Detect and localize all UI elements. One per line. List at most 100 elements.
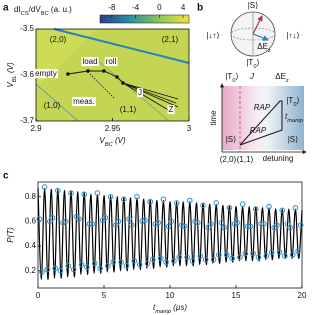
x-tick-label: 0 xyxy=(36,291,41,300)
state-label: |S⟩ xyxy=(226,135,237,144)
data-point xyxy=(250,250,256,257)
data-point xyxy=(242,250,249,257)
text-part: 0 xyxy=(253,64,256,70)
annotation: empty xyxy=(35,69,57,78)
annotation: J xyxy=(138,88,142,97)
data-point xyxy=(255,254,262,260)
data-point xyxy=(247,223,254,230)
text-part: ⟩ xyxy=(236,72,239,81)
text-part: |T xyxy=(246,58,253,67)
data-point xyxy=(152,221,159,227)
data-point xyxy=(139,218,146,225)
text-part: (a. u.) xyxy=(49,5,72,14)
data-point xyxy=(189,258,196,264)
data-point xyxy=(239,201,246,207)
data-point xyxy=(181,223,188,230)
text-part: t xyxy=(153,303,156,312)
rap-label: RAP xyxy=(250,126,267,135)
annotation: roll xyxy=(106,57,117,66)
data-point xyxy=(126,216,132,222)
data-point xyxy=(292,205,299,211)
bloch-sphere xyxy=(230,11,276,57)
colorbar-tick-label: 4 xyxy=(181,3,186,12)
text-part: ΔE xyxy=(257,42,268,51)
data-point xyxy=(171,258,177,264)
x-tick-label: 20 xyxy=(298,291,307,300)
annotation: (2,0) xyxy=(50,35,67,44)
annotation-box xyxy=(34,69,58,79)
x-tick-label: 2.9 xyxy=(30,124,42,133)
data-point xyxy=(36,216,43,222)
data-point xyxy=(268,249,275,256)
y-tick-label: -3.6 xyxy=(20,70,34,79)
transition-line xyxy=(53,28,190,64)
text-part: |T xyxy=(286,96,293,105)
data-point xyxy=(260,221,267,227)
data-point xyxy=(176,254,183,260)
transition-line xyxy=(35,83,79,122)
state-label: |T0⟩ xyxy=(225,72,238,83)
annotation: (1,1) xyxy=(120,105,137,114)
coupling-label: J xyxy=(249,72,255,81)
text-part: BC xyxy=(41,11,49,17)
y-tick-label: 0.6 xyxy=(25,217,37,226)
annotation-box xyxy=(104,57,118,67)
data-point xyxy=(202,256,209,263)
charge-label: (2,0) xyxy=(220,155,237,164)
data-point xyxy=(136,261,143,268)
x-axis-label: VBC (V) xyxy=(99,136,126,147)
state-label: |T0⟩ xyxy=(286,96,299,107)
data-point xyxy=(76,216,82,222)
text-part: (V) xyxy=(6,62,15,75)
data-point xyxy=(115,218,122,225)
fit-line xyxy=(37,187,303,280)
data-point xyxy=(97,265,103,272)
pulse-point xyxy=(115,75,119,79)
y-axis-label: P(T) xyxy=(6,227,15,243)
text-part: V xyxy=(6,82,15,88)
data-point xyxy=(121,196,127,203)
pulse-line xyxy=(122,82,179,100)
colorbar-tick-label: 0 xyxy=(157,3,162,12)
data-point xyxy=(44,266,51,273)
data-point xyxy=(192,218,198,225)
pulse-point xyxy=(102,69,106,73)
data-point xyxy=(81,191,87,198)
panel-label: a xyxy=(3,3,9,14)
data-point xyxy=(91,260,98,267)
annotation-box xyxy=(137,88,143,98)
data-point xyxy=(279,207,286,214)
x-tick-label: 3 xyxy=(187,124,192,133)
state-label: |S⟩ xyxy=(288,135,299,144)
data-point xyxy=(258,221,264,227)
data-point xyxy=(179,222,185,228)
data-point xyxy=(142,217,148,224)
data-point xyxy=(287,224,293,231)
data-point xyxy=(197,253,204,259)
data-point xyxy=(89,221,95,227)
data-point xyxy=(282,253,288,259)
data-point xyxy=(253,206,259,212)
data-point xyxy=(128,222,135,228)
data-point xyxy=(210,256,217,263)
data-point xyxy=(223,251,230,258)
y-tick-label: 0.8 xyxy=(25,192,37,201)
annotation: load xyxy=(82,57,97,66)
meas-line xyxy=(89,73,115,99)
data-point xyxy=(160,196,167,203)
tmanip-label: tmanip xyxy=(285,112,304,123)
x-tick-label: 15 xyxy=(232,291,241,300)
transition-line xyxy=(95,58,170,122)
text-part: |T xyxy=(225,72,232,81)
text-part: ΔE xyxy=(275,72,286,81)
data-point xyxy=(39,269,45,275)
data-point xyxy=(289,251,296,258)
state-label: |↑↓⟩ xyxy=(286,31,299,40)
data-point xyxy=(102,214,109,221)
data-point xyxy=(208,221,214,227)
data-point xyxy=(218,219,225,226)
colorbar-label: dICS/dVBC (a. u.) xyxy=(14,5,72,16)
data-point xyxy=(86,221,93,227)
data-point xyxy=(163,259,169,265)
data-point xyxy=(194,219,201,226)
